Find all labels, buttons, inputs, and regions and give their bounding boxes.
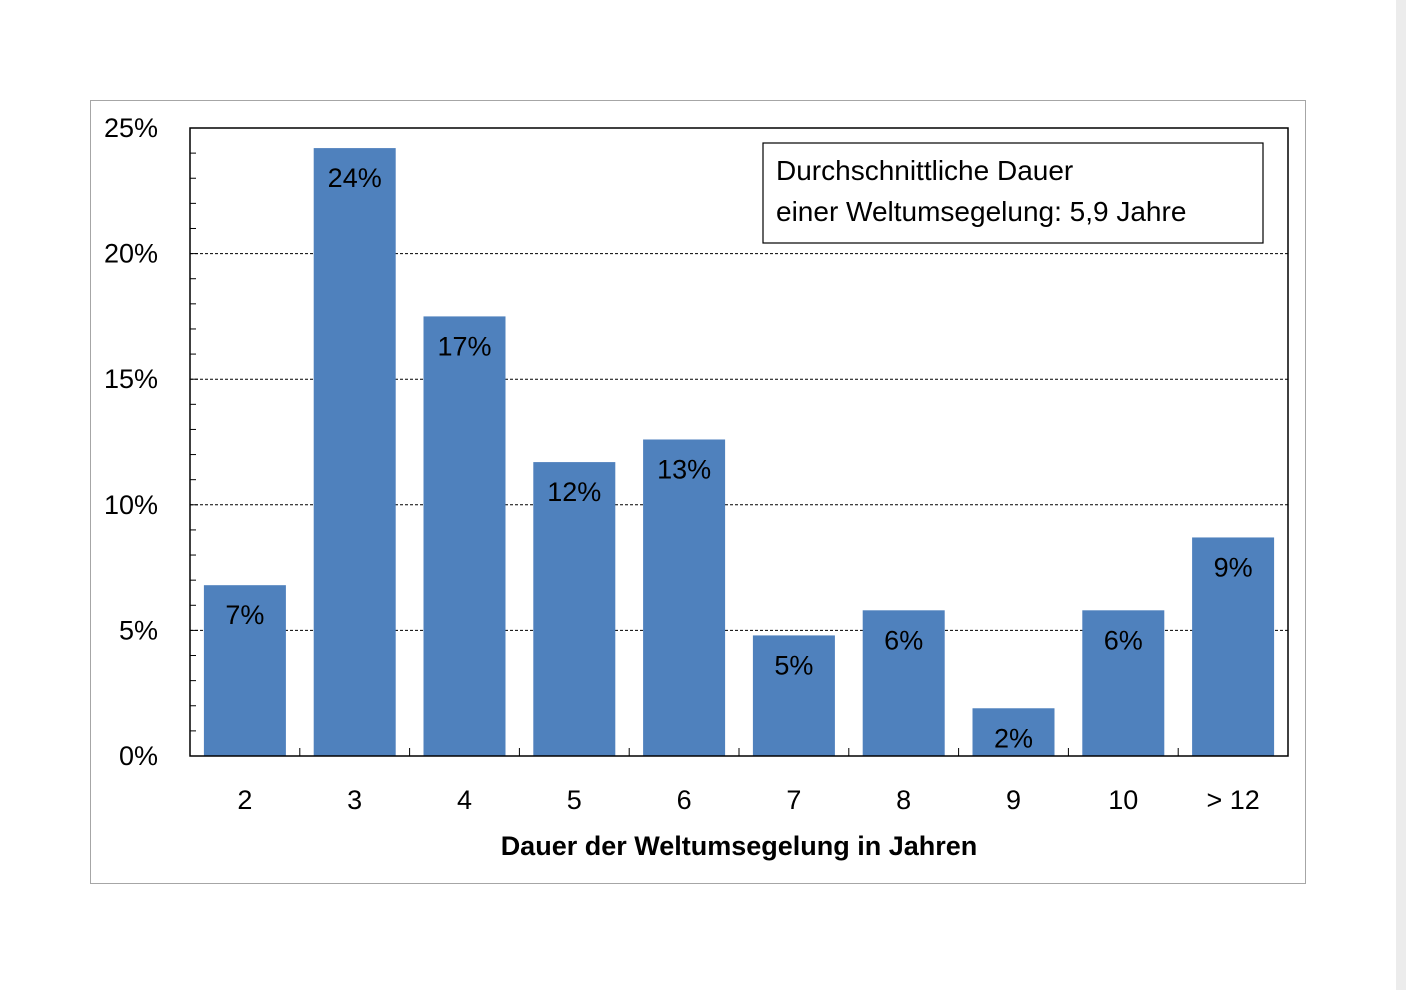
y-tick-label: 20% — [104, 239, 158, 269]
bar-2 — [313, 148, 396, 756]
bar-6 — [752, 635, 835, 756]
y-tick-label: 15% — [104, 364, 158, 394]
y-tick-label: 0% — [119, 741, 158, 771]
data-label: 6% — [1104, 625, 1143, 655]
x-tick-label: > 12 — [1206, 785, 1259, 815]
x-axis-title: Dauer der Weltumsegelung in Jahren — [501, 831, 978, 861]
data-label: 24% — [328, 163, 382, 193]
annotation-box: Durchschnittliche Dauer einer Weltumsege… — [762, 142, 1264, 244]
bar-7 — [862, 610, 945, 756]
x-tick-label: 3 — [347, 785, 362, 815]
data-label: 5% — [774, 650, 813, 680]
bar-5 — [643, 439, 726, 756]
window-edge — [1396, 0, 1406, 990]
data-label: 6% — [884, 625, 923, 655]
x-tick-label: 4 — [457, 785, 472, 815]
x-tick-label: 9 — [1006, 785, 1021, 815]
data-labels: 7% 24% 17% 12% 13% 5% 6% 2% 6% 9% — [225, 163, 1252, 753]
annotation-line-2: einer Weltumsegelung: 5,9 Jahre — [776, 196, 1186, 227]
bars — [203, 148, 1275, 756]
x-tick-label: 6 — [677, 785, 692, 815]
data-label: 7% — [225, 600, 264, 630]
x-tick-label: 8 — [896, 785, 911, 815]
x-tick-label: 10 — [1108, 785, 1138, 815]
bar-3 — [423, 316, 506, 756]
chart-frame — [90, 100, 1306, 884]
x-tick-label: 2 — [237, 785, 252, 815]
bar-1 — [203, 585, 286, 756]
data-label: 17% — [437, 331, 491, 361]
bar-9 — [1082, 610, 1165, 756]
bar-4 — [533, 462, 616, 756]
data-label: 13% — [657, 454, 711, 484]
bar-8 — [972, 708, 1055, 756]
annotation-border — [762, 142, 1264, 244]
x-axis-labels: 2 3 4 5 6 7 8 9 10 > 12 — [237, 785, 1259, 815]
x-tick-label: 7 — [786, 785, 801, 815]
axis-ticks — [190, 127, 1179, 757]
y-tick-label: 5% — [119, 615, 158, 645]
data-label: 9% — [1214, 552, 1253, 582]
y-axis-labels: 0% 5% 10% 15% 20% 25% — [104, 113, 158, 771]
x-tick-label: 5 — [567, 785, 582, 815]
data-label: 12% — [547, 477, 601, 507]
y-tick-label: 25% — [104, 113, 158, 143]
bar-10 — [1192, 537, 1275, 756]
annotation-line-1: Durchschnittliche Dauer — [776, 155, 1073, 186]
y-tick-label: 10% — [104, 490, 158, 520]
data-label: 2% — [994, 723, 1033, 753]
